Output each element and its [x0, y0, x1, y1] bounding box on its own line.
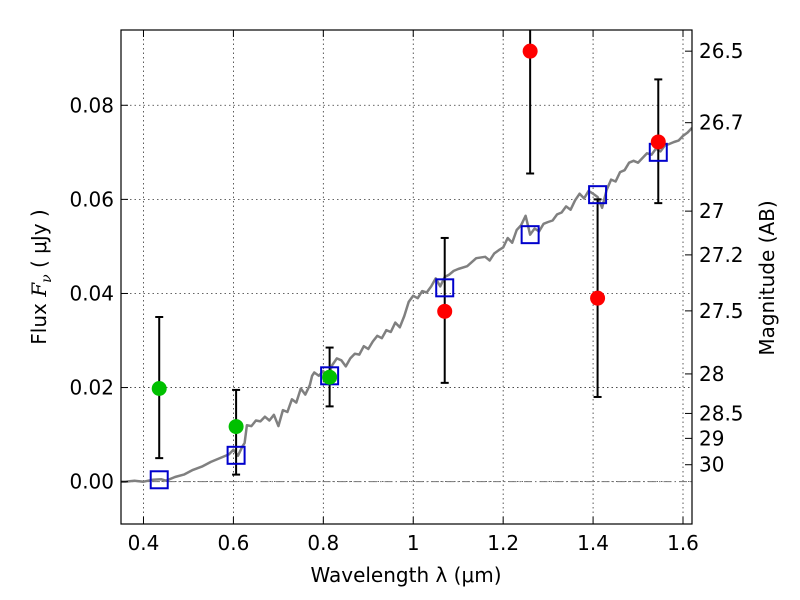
- x-tick-label: 1.4: [577, 531, 609, 555]
- plot-frame: [120, 29, 693, 525]
- right-tick-label: 27.5: [699, 299, 744, 323]
- x-tick-label: 1.6: [667, 531, 699, 555]
- right-tick-label: 28.5: [699, 401, 744, 425]
- right-tick-label: 30: [699, 453, 724, 477]
- y-tick-label: 0.08: [69, 93, 114, 117]
- model-point-square: [149, 470, 169, 490]
- right-tick-label: 26.7: [699, 111, 744, 135]
- x-axis-title: Wavelength λ (μm): [310, 563, 501, 587]
- y-axis-title-subscript: ν: [39, 274, 55, 283]
- observed-point-circle: [437, 303, 453, 319]
- model-point-square: [588, 185, 608, 205]
- right-tick-labels: 26.5 26.7 27 27.2 27.5 28 28.529 30: [699, 39, 744, 477]
- y-tick-label: 0.06: [69, 187, 114, 211]
- observed-point-circle: [522, 43, 538, 59]
- observed-point-circle: [151, 381, 167, 397]
- tick-marks: [121, 30, 692, 524]
- right-tick-label: 28: [699, 362, 724, 386]
- model-point-square: [226, 445, 246, 465]
- observed-point-circle: [228, 419, 244, 435]
- x-tick-label: 1: [407, 531, 420, 555]
- right-tick-label: 26.5: [699, 39, 744, 63]
- x-tick-labels: 0.4 0.6 0.8 1 1.2 1.4 1.6: [128, 531, 699, 555]
- model-point-square: [520, 225, 540, 245]
- x-tick-label: 1.2: [487, 531, 519, 555]
- y-tick-label: 0.02: [69, 376, 114, 400]
- y-tick-label: 0.04: [69, 281, 114, 305]
- right-tick-label: 29: [699, 426, 724, 450]
- model-point-square: [435, 278, 455, 298]
- right-axis-title: Magnitude (AB): [755, 200, 779, 355]
- observed-point-circle: [650, 134, 666, 150]
- marker-layer: [149, 43, 668, 490]
- y-axis-title-unit: ( μJy ): [27, 209, 51, 274]
- x-tick-label: 0.8: [307, 531, 339, 555]
- y-axis-title-prefix: Flux: [27, 297, 51, 345]
- observed-point-circle: [322, 369, 338, 385]
- y-axis-title: Flux Fν ( μJy ): [27, 209, 55, 344]
- y-axis-title-symbol: F: [27, 282, 51, 298]
- x-tick-label: 0.4: [128, 531, 160, 555]
- right-tick-label: 27: [699, 199, 724, 223]
- x-tick-label: 0.6: [217, 531, 249, 555]
- observed-point-circle: [590, 290, 606, 306]
- right-tick-label: 27.2: [699, 243, 744, 267]
- y-tick-labels: 0.00 0.02 0.04 0.06 0.08: [69, 93, 114, 493]
- y-tick-label: 0.00: [69, 470, 114, 494]
